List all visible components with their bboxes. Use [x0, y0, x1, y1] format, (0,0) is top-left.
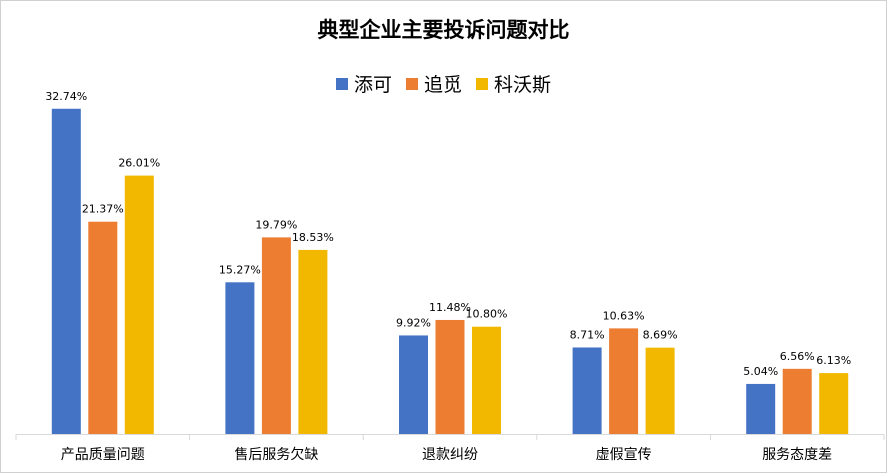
bar-0-0	[51, 108, 81, 434]
data-label-1-0: 15.27%	[219, 263, 261, 276]
bar-2-0	[399, 335, 428, 434]
category-label-4: 服务态度差	[762, 447, 832, 463]
data-label-1-1: 19.79%	[255, 218, 297, 231]
data-label-3-0: 8.71%	[570, 328, 605, 341]
data-label-3-2: 8.69%	[643, 329, 678, 342]
legend-swatch-series-0	[335, 77, 348, 90]
data-label-0-2: 26.01%	[118, 157, 160, 170]
data-label-1-2: 18.53%	[292, 231, 334, 244]
chart-legend: 添可 追觅 科沃斯	[0, 70, 887, 97]
legend-item-series-2: 科沃斯	[476, 70, 551, 97]
data-label-2-0: 9.92%	[396, 316, 431, 329]
bar-1-2	[298, 249, 328, 434]
legend-label-series-1: 追觅	[423, 74, 462, 96]
legend-swatch-series-1	[405, 77, 418, 90]
data-label-0-0: 32.74%	[45, 90, 87, 103]
data-label-4-0: 5.04%	[743, 365, 778, 378]
bar-1-1	[261, 237, 291, 434]
data-label-2-2: 10.80%	[466, 308, 508, 321]
data-label-4-2: 6.13%	[816, 354, 851, 367]
legend-label-series-2: 科沃斯	[494, 74, 552, 96]
data-label-0-1: 21.37%	[82, 203, 124, 216]
bar-3-0	[572, 347, 602, 434]
legend-item-series-1: 追觅	[405, 70, 462, 97]
data-label-3-1: 10.63%	[603, 309, 645, 322]
legend-label-series-0: 添可	[353, 74, 392, 96]
bar-1-0	[225, 282, 255, 434]
category-label-2: 退款纠纷	[422, 447, 478, 463]
chart-title: 典型企业主要投诉问题对比	[317, 18, 570, 42]
bar-4-2	[819, 373, 849, 434]
data-label-2-1: 11.48%	[429, 301, 471, 314]
bar-2-1	[435, 319, 465, 434]
bar-0-1	[88, 221, 118, 434]
bar-2-2	[472, 326, 501, 434]
category-label-1: 售后服务欠缺	[234, 447, 318, 463]
bar-4-1	[782, 368, 812, 434]
bar-4-0	[746, 383, 776, 434]
bar-3-1	[609, 328, 639, 434]
legend-swatch-series-2	[476, 77, 488, 90]
data-label-4-1: 6.56%	[780, 350, 815, 363]
bar-0-2	[124, 175, 154, 434]
bar-3-2	[645, 347, 675, 434]
category-label-3: 虚假宣传	[596, 447, 652, 463]
legend-item-series-0: 添可	[335, 70, 392, 97]
category-label-0: 产品质量问题	[61, 447, 145, 463]
